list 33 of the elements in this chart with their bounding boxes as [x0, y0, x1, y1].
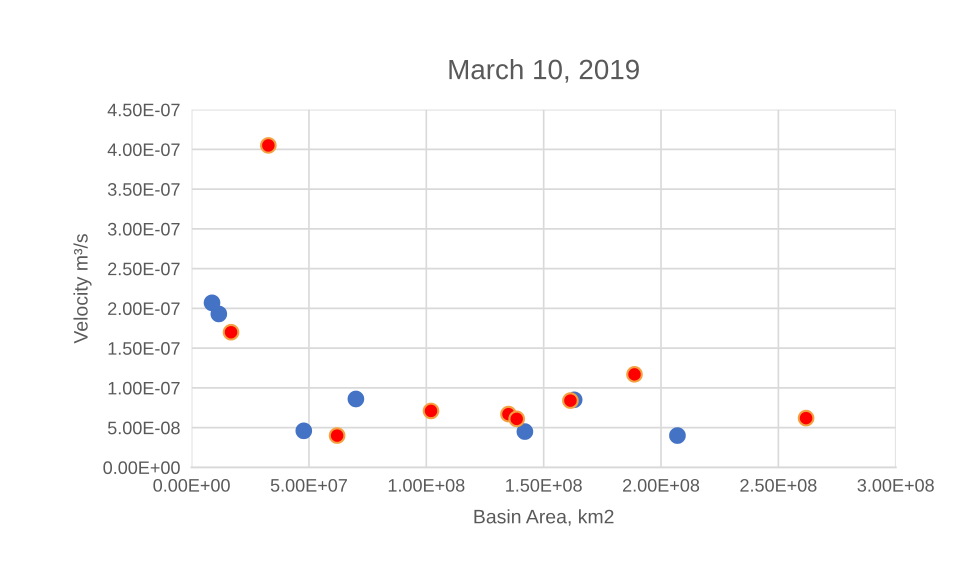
point	[222, 324, 240, 341]
y-tick-label: 4.00E-07	[108, 143, 180, 156]
point	[422, 402, 440, 420]
point	[260, 137, 277, 154]
y-tick-label: 3.50E-07	[108, 183, 180, 196]
y-axis-title: Velocity m³/s	[73, 234, 92, 344]
x-tick-label: 1.00E+08	[388, 478, 464, 492]
point	[516, 423, 534, 440]
x-tick-label: 3.00E+08	[858, 478, 934, 492]
x-tick-label: 0.00E+00	[153, 478, 230, 492]
point	[508, 410, 525, 428]
point	[295, 422, 312, 440]
y-tick-label: 0.00E+00	[103, 461, 180, 474]
y-tick-label: 1.50E-07	[108, 342, 180, 355]
point	[210, 306, 228, 322]
point	[626, 366, 643, 383]
x-tick-label: 2.50E+08	[740, 478, 816, 492]
y-tick-label: 2.00E-07	[108, 302, 180, 316]
x-tick-label: 2.00E+08	[623, 478, 700, 492]
y-tick-label: 1.00E-07	[108, 382, 180, 395]
x-axis-title: Basin Area, km2	[474, 509, 614, 526]
point	[669, 427, 686, 444]
x-tick-label: 5.00E+07	[270, 478, 347, 492]
x-tick-label: 1.50E+08	[506, 478, 582, 492]
y-tick-label: 2.50E-07	[108, 262, 180, 276]
point	[328, 427, 346, 444]
y-tick-label: 4.50E-07	[108, 104, 180, 116]
point	[798, 410, 814, 426]
y-tick-label: 3.00E-07	[108, 222, 180, 236]
y-tick-label: 5.00E-08	[108, 422, 180, 434]
chart-title: March 10, 2019	[449, 58, 639, 83]
point	[562, 392, 579, 409]
point	[348, 390, 364, 408]
